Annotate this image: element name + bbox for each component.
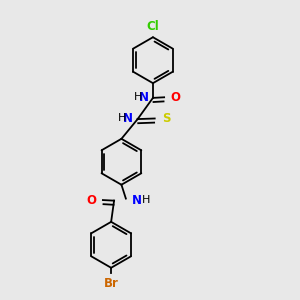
Text: N: N [132, 194, 142, 207]
Text: H: H [134, 92, 142, 102]
Text: S: S [162, 112, 170, 125]
Text: N: N [123, 112, 133, 125]
Text: N: N [139, 91, 148, 104]
Text: Br: Br [104, 277, 119, 290]
Text: Cl: Cl [147, 20, 159, 33]
Text: O: O [170, 91, 180, 104]
Text: H: H [142, 195, 150, 205]
Text: H: H [118, 113, 126, 124]
Text: O: O [87, 194, 97, 207]
